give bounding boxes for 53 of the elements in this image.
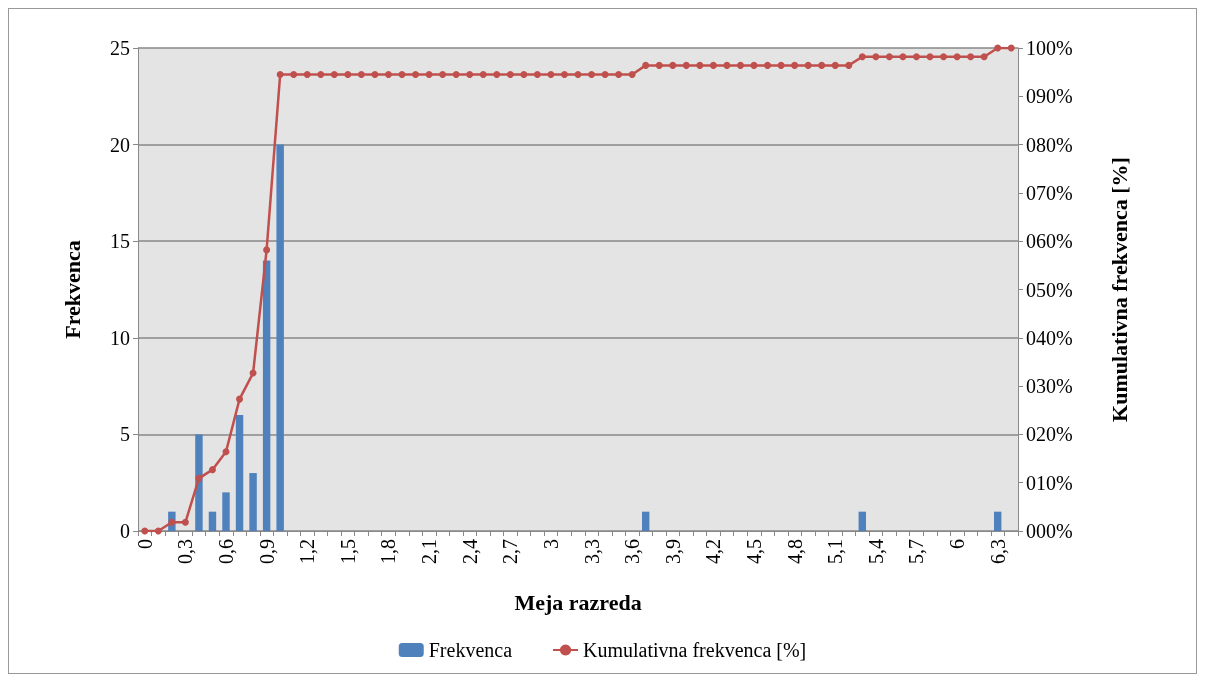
- y-tick-label: 15: [110, 230, 130, 253]
- bar: [222, 492, 230, 531]
- y2-tick-label: 030%: [1026, 375, 1073, 398]
- x-tick-label: 1,8: [377, 539, 400, 564]
- y2-tick-label: 000%: [1026, 520, 1073, 542]
- x-tick-label: 3,9: [661, 539, 684, 564]
- legend-label: Frekvenca: [428, 639, 513, 661]
- x-tick-label: 4,8: [783, 539, 806, 564]
- x-tick-label: 0,3: [174, 539, 197, 564]
- bar: [235, 415, 244, 531]
- x-tick-label: 3,6: [621, 539, 644, 564]
- legend-label: Kumulativna frekvenca [%]: [583, 639, 807, 661]
- x-tick-label: 6: [946, 539, 969, 549]
- y2-tick-label: 100%: [1026, 37, 1073, 59]
- y-tick-label: 20: [110, 133, 130, 156]
- x-tick-label: 2,4: [458, 539, 481, 564]
- y-axis-title: Frekvenca: [59, 240, 85, 339]
- y2-tick-label: 080%: [1026, 133, 1073, 156]
- y2-tick-label: 090%: [1026, 85, 1073, 108]
- y2-tick-label: 010%: [1026, 471, 1073, 494]
- y2-axis-title: Kumulativna frekvenca [%]: [1106, 157, 1132, 422]
- bar: [641, 511, 650, 531]
- x-tick-label: 5,4: [864, 539, 887, 564]
- x-tick-label: 0: [133, 539, 156, 549]
- x-tick-label: 2,7: [499, 539, 522, 564]
- bar: [993, 511, 1002, 531]
- x-tick-label: 0,9: [255, 539, 278, 564]
- x-tick-label: 5,1: [824, 539, 847, 564]
- y2-tick-label: 040%: [1026, 326, 1073, 349]
- bar: [249, 473, 257, 531]
- x-tick-label: 1,5: [336, 539, 359, 564]
- x-tick-label: 0,6: [215, 539, 237, 564]
- x-tick-label: 5,7: [905, 539, 928, 564]
- y-tick-label: 25: [110, 37, 130, 59]
- x-tick-label: 1,2: [296, 539, 319, 564]
- y-tick-label: 10: [110, 326, 130, 349]
- x-tick-label: 4,2: [702, 539, 725, 564]
- y2-tick-label: 050%: [1026, 278, 1073, 301]
- y2-tick-label: 060%: [1026, 230, 1073, 253]
- x-tick-label: 6,3: [986, 539, 1009, 564]
- x-tick-label: 2,1: [418, 539, 441, 564]
- y2-tick-label: 020%: [1026, 423, 1073, 446]
- x-axis-title: Meja razreda: [514, 589, 642, 615]
- x-tick-label: 3,3: [580, 539, 603, 564]
- bar: [208, 511, 217, 531]
- y2-tick-label: 070%: [1026, 181, 1073, 204]
- bar: [262, 260, 271, 531]
- bar: [858, 511, 867, 531]
- x-tick-label: 4,5: [743, 539, 765, 564]
- y-tick-label: 5: [120, 423, 130, 446]
- x-tick-label: 3: [539, 539, 562, 549]
- bar: [195, 434, 203, 531]
- bar: [276, 144, 284, 531]
